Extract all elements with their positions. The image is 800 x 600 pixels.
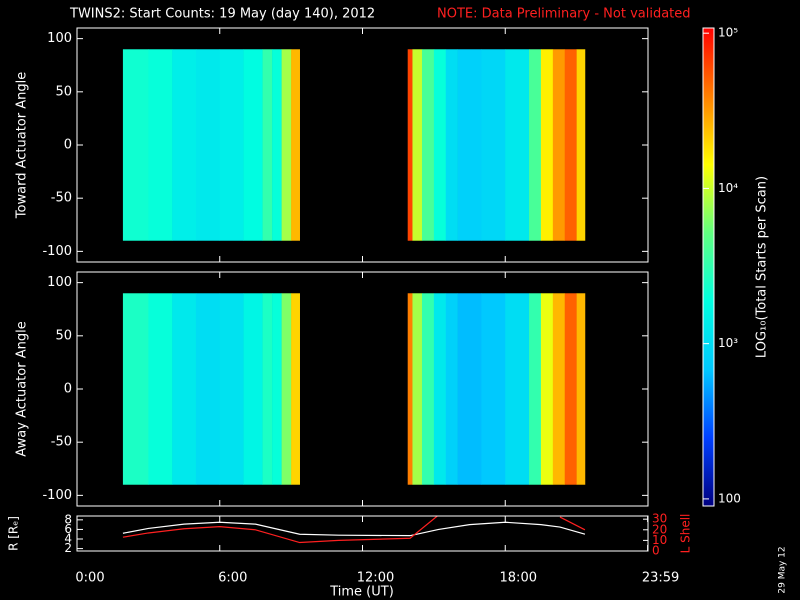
heatmap-cell <box>281 293 292 485</box>
heatmap-cell <box>291 49 300 241</box>
y-tick-label: 100 <box>47 275 72 290</box>
heatmap-cell <box>540 49 554 241</box>
y-tick-label: 6 <box>64 522 72 536</box>
x-tick-label: 18:00 <box>500 571 537 586</box>
y-tick-label: -50 <box>51 191 72 206</box>
heatmap-cell <box>576 293 586 485</box>
y-axis-label: Away Actuator Angle <box>15 321 30 456</box>
y-tick-label: -100 <box>42 488 72 503</box>
colorbar-tick-label: 10⁴ <box>718 181 738 195</box>
heatmap-cell <box>262 293 273 485</box>
y-tick-label: 100 <box>47 31 72 46</box>
heatmap-cell <box>195 293 221 485</box>
heatmap-cell <box>433 49 447 241</box>
heatmap-cell <box>481 49 506 241</box>
date-stamp: 29 May 12 <box>778 546 788 593</box>
x-tick-label: 0:00 <box>75 571 104 586</box>
heatmap-cell <box>433 293 447 485</box>
x-tick-label: 6:00 <box>218 571 247 586</box>
heatmap-cell <box>122 293 149 485</box>
plot-frame <box>76 515 649 552</box>
heatmap-cell <box>148 293 173 485</box>
heatmap-cell <box>243 293 263 485</box>
x-axis-label: Time (UT) <box>329 585 394 600</box>
plot-frame <box>76 27 649 263</box>
x-tick-label: 23:59 <box>642 571 679 586</box>
heatmap-cell <box>243 49 263 241</box>
heatmap-cell <box>195 49 221 241</box>
heatmap-cell <box>445 49 458 241</box>
note: NOTE: Data Preliminary - Not validated <box>437 7 691 22</box>
y-tick-label: 50 <box>55 328 72 343</box>
y2-tick-label: 0 <box>652 544 660 558</box>
y-axis-label: Toward Actuator Angle <box>15 72 30 219</box>
heatmap-cell <box>412 49 423 241</box>
y-tick-label: -100 <box>42 244 72 259</box>
heatmap-cell <box>505 293 530 485</box>
heatmap-cell <box>445 293 458 485</box>
colorbar-label: LOG₁₀(Total Starts per Scan) <box>755 176 770 358</box>
heatmap-cell <box>219 49 244 241</box>
heatmap-cell <box>407 49 413 241</box>
colorbar-tick-label: 10⁵ <box>718 26 738 40</box>
heatmap-cell <box>122 49 149 241</box>
heatmap-cell <box>412 293 423 485</box>
heatmap-cell <box>564 49 577 241</box>
heatmap-cell <box>272 293 282 485</box>
y2-tick-label: 30 <box>652 512 667 526</box>
heatmap-cell <box>262 49 273 241</box>
heatmap-cell <box>407 293 413 485</box>
heatmap-cell <box>505 49 530 241</box>
y-tick-label: 2 <box>64 541 72 555</box>
heatmap-cell <box>421 49 435 241</box>
y-tick-label: -50 <box>51 435 72 450</box>
y2-tick-label: 10 <box>652 533 667 547</box>
series-line <box>122 521 586 537</box>
heatmap-cell <box>148 49 173 241</box>
y2-axis-label: L Shell <box>679 514 693 554</box>
colorbar-tick-label: 100 <box>718 491 741 505</box>
heatmap-cell <box>172 49 197 241</box>
heatmap-cell <box>421 293 435 485</box>
x-tick-label: 12:00 <box>357 571 394 586</box>
heatmap-cell <box>219 293 244 485</box>
chart-title: TWINS2: Start Counts: 19 May (day 140), … <box>69 7 375 22</box>
heatmap-cell <box>540 293 554 485</box>
series-line <box>122 516 586 544</box>
y2-tick-label: 20 <box>652 522 667 536</box>
y-tick-label: 8 <box>64 512 72 526</box>
heatmap-cell <box>576 49 586 241</box>
plot-frame <box>76 271 649 507</box>
heatmap-cell <box>529 293 542 485</box>
heatmap-cell <box>457 49 482 241</box>
heatmap-cell <box>172 293 197 485</box>
y-tick-label: 50 <box>55 84 72 99</box>
y-tick-label: 0 <box>64 382 72 397</box>
y-tick-label: 0 <box>64 138 72 153</box>
heatmap-cell <box>481 293 506 485</box>
heatmap-cell <box>552 49 566 241</box>
heatmap-cell <box>564 293 577 485</box>
heatmap-cell <box>272 49 282 241</box>
y-tick-label: 4 <box>64 532 72 546</box>
heatmap-cell <box>457 293 482 485</box>
y-axis-label: R [Rₑ] <box>7 516 21 551</box>
colorbar-tick-label: 10³ <box>718 336 738 350</box>
heatmap-cell <box>552 293 566 485</box>
heatmap-cell <box>529 49 542 241</box>
colorbar <box>702 27 715 507</box>
heatmap-cell <box>281 49 292 241</box>
heatmap-cell <box>291 293 300 485</box>
lines <box>122 516 586 544</box>
